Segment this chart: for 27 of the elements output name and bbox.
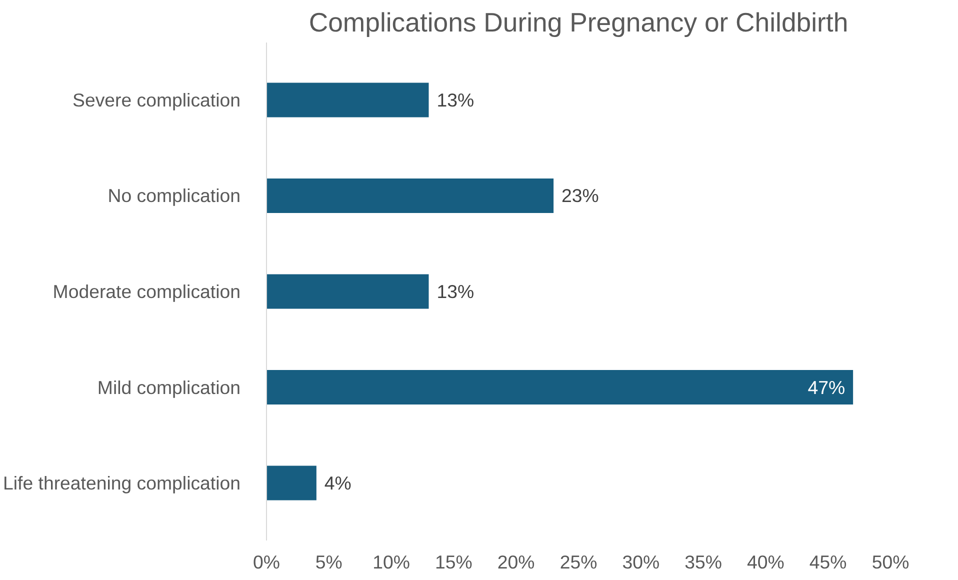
bar xyxy=(266,466,316,500)
x-tick-label: 0% xyxy=(253,552,280,572)
x-tick-label: 25% xyxy=(560,552,598,572)
x-tick-label: 5% xyxy=(315,552,342,572)
y-tick-label: Life threatening complication xyxy=(3,472,241,494)
y-tick-label: No complication xyxy=(108,185,241,206)
x-tick-label: 20% xyxy=(497,552,535,572)
x-tick-label: 35% xyxy=(684,552,722,572)
data-label: 47% xyxy=(808,376,846,398)
x-tick-label: 50% xyxy=(872,552,910,572)
bar xyxy=(266,370,854,405)
x-tick-label: 45% xyxy=(809,552,847,572)
data-label: 4% xyxy=(324,472,352,494)
chart-title: Complications During Pregnancy or Childbirth xyxy=(308,8,848,38)
data-label: 13% xyxy=(436,89,474,110)
bar xyxy=(266,274,429,309)
data-label: 23% xyxy=(562,185,599,206)
bar xyxy=(266,82,429,118)
data-label: 13% xyxy=(436,281,474,302)
y-tick-label: Mild complication xyxy=(97,376,241,398)
y-tick-label: Severe complication xyxy=(72,89,241,110)
x-tick-label: 40% xyxy=(747,552,784,572)
y-tick-label: Moderate complication xyxy=(52,281,241,302)
x-tick-label: 30% xyxy=(622,552,660,572)
x-tick-label: 15% xyxy=(435,552,472,572)
bar xyxy=(266,178,554,213)
x-tick-label: 10% xyxy=(372,552,410,572)
